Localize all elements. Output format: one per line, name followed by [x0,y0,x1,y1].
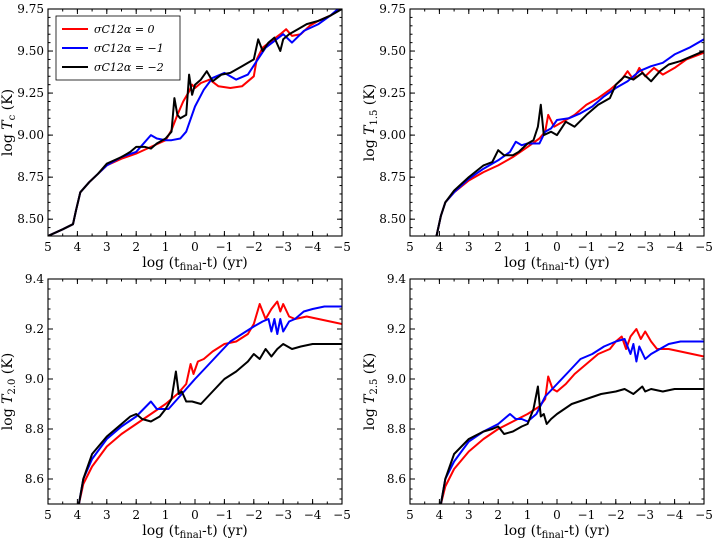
series-line-2 [48,9,342,236]
y-tick-label: 9.75 [17,2,44,16]
x-tick-label: 2 [132,240,140,254]
legend-label-1: σC12α = −1 [94,42,164,55]
series-group [77,300,342,504]
x-axis-label: log (tfinal-t) (yr) [142,255,247,273]
y-tick-label: 8.8 [387,422,406,436]
x-tick-label: 3 [103,508,111,522]
y-tick-label: 9.00 [17,128,44,142]
plot-frame [47,278,343,505]
x-tick-label: 1 [524,508,532,522]
x-tick-label: −1 [578,240,596,254]
x-tick-label: −5 [333,508,351,522]
y-tick-label: 8.6 [387,472,406,486]
x-tick-label: −3 [636,240,654,254]
y-tick-label: 9.50 [379,44,406,58]
y-tick-label: 9.0 [387,372,406,386]
x-tick-label: −5 [695,508,713,522]
x-tick-label: 3 [465,240,473,254]
y-tick-label: 9.25 [379,86,406,100]
series-line-0 [77,300,342,504]
x-tick-label: −2 [607,508,625,522]
y-tick-label: 8.75 [379,170,406,184]
y-tick-label: 9.25 [17,86,44,100]
y-tick-label: 8.75 [17,170,44,184]
y-axis-label: log T1.5 (K) [362,84,380,161]
x-tick-label: −3 [636,508,654,522]
x-axis-label: log (tfinal-t) (yr) [504,523,609,540]
x-tick-label: 0 [191,240,199,254]
panel-top-right: 5 4 3 2 1 0 −1 −2 −3 −4 −5 8.50 8.75 9.00 9.25 9.50 9.75… [362,2,713,273]
x-tick-label: −5 [695,240,713,254]
plot-frame [409,8,705,237]
x-axis-label: log (tfinal-t) (yr) [142,523,247,540]
y-axis-label: log T2.5 (K) [362,353,380,430]
series-line-2 [439,385,704,504]
legend: σC12α = 0 σC12α = −1 σC12α = −2 [55,15,181,81]
series-line-0 [439,328,704,504]
x-tick-label: 4 [74,508,82,522]
legend-label-0: σC12α = 0 [94,23,155,36]
y-tick-label: 9.2 [387,322,406,336]
y-tick-label: 9.00 [379,128,406,142]
series-line-2 [77,343,342,504]
panel-top-left: 5 4 3 2 1 0 −1 −2 −3 −4 −5 8.50 8.75 9.00 9.25 9.50 9.75… [0,2,351,273]
x-tick-label: 3 [103,240,111,254]
series-line-1 [439,338,704,504]
x-tick-label: −1 [216,508,234,522]
y-tick-label: 9.2 [25,322,44,336]
x-tick-label: 2 [494,508,502,522]
x-tick-label: 4 [436,240,444,254]
x-tick-label: −1 [216,240,234,254]
x-tick-label: 1 [162,240,170,254]
y-tick-label: 9.4 [387,272,406,286]
series-line-1 [77,305,342,504]
x-tick-label: 1 [162,508,170,522]
series-line-0 [435,51,704,236]
y-axis-label: log Tc (K) [0,89,18,156]
y-tick-label: 8.8 [25,422,44,436]
x-tick-label: −4 [666,508,684,522]
x-tick-label: −3 [274,240,292,254]
y-tick-label: 9.4 [25,272,44,286]
series-line-2 [435,50,704,236]
y-tick-label: 8.50 [379,212,406,226]
y-tick-label: 9.50 [17,44,44,58]
y-axis-label: log T2.0 (K) [0,353,18,430]
x-tick-label: 5 [44,508,52,522]
legend-label-2: σC12α = −2 [94,61,164,74]
series-line-1 [435,38,704,236]
x-tick-label: 0 [553,240,561,254]
y-tick-label: 9.75 [379,2,406,16]
x-tick-label: −2 [607,240,625,254]
x-tick-label: 4 [436,508,444,522]
y-tick-label: 8.50 [17,212,44,226]
x-axis-label: log (tfinal-t) (yr) [504,255,609,273]
x-tick-label: −4 [304,508,322,522]
panel-bottom-right: 5 4 3 2 1 0 −1 −2 −3 −4 −5 8.6 8.8 9.0 9.2 9.4 log (tfin… [362,272,713,540]
x-tick-label: 0 [553,508,561,522]
x-tick-label: −2 [245,240,263,254]
y-tick-label: 9.0 [25,372,44,386]
x-tick-label: 3 [465,508,473,522]
x-tick-label: −4 [304,240,322,254]
series-group [48,9,342,236]
series-group [435,38,704,236]
x-tick-label: 4 [74,240,82,254]
x-tick-label: 0 [191,508,199,522]
x-tick-label: −2 [245,508,263,522]
x-tick-label: 5 [406,508,414,522]
x-tick-label: 2 [494,240,502,254]
x-tick-label: −5 [333,240,351,254]
x-tick-label: −1 [578,508,596,522]
panel-bottom-left: 5 4 3 2 1 0 −1 −2 −3 −4 −5 8.6 8.8 9.0 9.2 9.4 log (tfin… [0,272,351,540]
x-tick-label: 2 [132,508,140,522]
x-tick-label: −3 [274,508,292,522]
x-tick-label: −4 [666,240,684,254]
y-tick-label: 8.6 [25,472,44,486]
x-tick-label: 1 [524,240,532,254]
series-group [439,328,704,504]
x-tick-label: 5 [44,240,52,254]
x-tick-label: 5 [406,240,414,254]
